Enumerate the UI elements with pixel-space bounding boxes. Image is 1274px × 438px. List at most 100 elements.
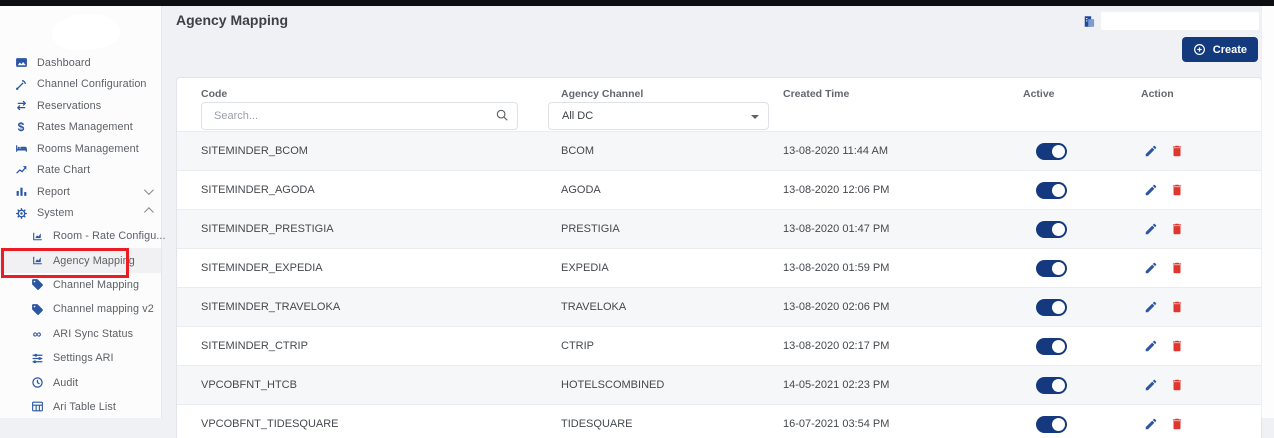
edit-icon[interactable] <box>1143 144 1158 159</box>
column-header-active: Active <box>1023 88 1055 100</box>
edit-icon[interactable] <box>1143 183 1158 198</box>
sidebar-item-channel-configuration[interactable]: Channel Configuration <box>0 74 161 96</box>
sidebar-item-agency-mapping[interactable]: Agency Mapping <box>0 248 161 273</box>
sidebar-item-report[interactable]: Report <box>0 181 161 203</box>
sidebar-item-label: Rates Management <box>37 121 133 134</box>
chart-icon <box>30 254 44 268</box>
sidebar-item-label: Dashboard <box>37 56 91 69</box>
table-row: VPCOBFNT_HTCB HOTELSCOMBINED 14-05-2021 … <box>177 365 1261 404</box>
toggle-knob <box>1052 300 1065 314</box>
sidebar-item-room-rate-configuration[interactable]: Room - Rate Configu... <box>0 224 166 248</box>
delete-icon[interactable] <box>1169 144 1184 159</box>
sidebar-item-channel-mapping[interactable]: Channel Mapping <box>0 273 161 297</box>
scrollbar-track[interactable] <box>1261 6 1274 418</box>
row-code: SITEMINDER_AGODA <box>201 184 315 196</box>
edit-icon[interactable] <box>1143 222 1158 237</box>
tag-icon <box>30 278 44 292</box>
reservations-icon <box>14 99 28 113</box>
sidebar-item-label: Rate Chart <box>37 164 91 177</box>
sidebar-item-rates-management[interactable]: $ Rates Management <box>0 117 161 139</box>
toggle-knob <box>1052 144 1065 158</box>
table-row: SITEMINDER_TRAVELOKA TRAVELOKA 13-08-202… <box>177 287 1261 326</box>
row-code: VPCOBFNT_HTCB <box>201 379 297 391</box>
sidebar-item-label: System <box>37 207 74 220</box>
delete-icon[interactable] <box>1169 222 1184 237</box>
sidebar-item-reservations[interactable]: Reservations <box>0 95 161 117</box>
app-logo-redacted <box>50 9 122 55</box>
sidebar-item-label: Reservations <box>37 99 102 112</box>
column-header-created-time: Created Time <box>783 88 850 100</box>
column-header-code: Code <box>201 88 228 100</box>
delete-icon[interactable] <box>1169 300 1184 315</box>
delete-icon[interactable] <box>1169 417 1184 432</box>
sidebar-item-label: ARI Sync Status <box>53 327 134 340</box>
chevron-up-icon <box>143 206 154 217</box>
row-channel: BCOM <box>561 145 594 157</box>
code-search-input[interactable] <box>201 102 518 130</box>
sidebar-item-label: Audit <box>53 376 79 389</box>
agency-mapping-table-card: Code Agency Channel Created Time Active … <box>176 77 1262 438</box>
table-body: SITEMINDER_BCOM BCOM 13-08-2020 11:44 AM… <box>177 131 1261 438</box>
row-channel: TIDESQUARE <box>561 418 633 430</box>
sidebar-item-label: Channel Mapping <box>53 278 140 291</box>
edit-icon[interactable] <box>1143 417 1158 432</box>
channel-filter-select[interactable]: All DC <box>548 102 769 130</box>
row-channel: PRESTIGIA <box>561 223 620 235</box>
sidebar-item-ari-sync-status[interactable]: ∞ ARI Sync Status <box>0 322 161 346</box>
rate-chart-icon <box>14 163 28 177</box>
property-name-redacted <box>1101 12 1259 30</box>
report-icon <box>14 185 28 199</box>
system-icon <box>14 206 28 220</box>
sidebar-item-label: Channel Configuration <box>37 78 147 91</box>
active-toggle[interactable] <box>1036 337 1067 355</box>
edit-icon[interactable] <box>1143 378 1158 393</box>
create-button[interactable]: Create <box>1181 37 1258 62</box>
row-created: 13-08-2020 01:47 PM <box>783 223 890 235</box>
sidebar-item-dashboard[interactable]: Dashboard <box>0 52 161 74</box>
sidebar-item-rooms-management[interactable]: Rooms Management <box>0 138 161 160</box>
sidebar-item-audit[interactable]: Audit <box>0 370 161 394</box>
sliders-icon <box>30 351 44 365</box>
table-filter-row: All DC <box>177 102 1261 131</box>
rates-management-icon: $ <box>17 120 25 135</box>
sidebar-item-label: Report <box>37 185 71 198</box>
dashboard-icon <box>14 56 28 70</box>
delete-icon[interactable] <box>1169 183 1184 198</box>
sidebar-item-system[interactable]: System <box>0 203 161 225</box>
active-toggle[interactable] <box>1036 181 1067 199</box>
sidebar-item-ari-table-list[interactable]: Ari Table List <box>0 395 161 419</box>
create-button-label: Create <box>1212 43 1247 56</box>
edit-icon[interactable] <box>1143 261 1158 276</box>
table-row: SITEMINDER_AGODA AGODA 13-08-2020 12:06 … <box>177 170 1261 209</box>
channel-configuration-icon <box>14 77 28 91</box>
rooms-management-icon <box>14 142 28 156</box>
row-channel: TRAVELOKA <box>561 301 627 313</box>
edit-icon[interactable] <box>1143 339 1158 354</box>
active-toggle[interactable] <box>1036 259 1067 277</box>
sidebar-item-label: Settings ARI <box>53 352 114 365</box>
row-code: SITEMINDER_PRESTIGIA <box>201 223 334 235</box>
active-toggle[interactable] <box>1036 415 1067 433</box>
delete-icon[interactable] <box>1169 339 1184 354</box>
row-code: VPCOBFNT_TIDESQUARE <box>201 418 339 430</box>
active-toggle[interactable] <box>1036 220 1067 238</box>
delete-icon[interactable] <box>1169 378 1184 393</box>
row-created: 16-07-2021 03:54 PM <box>783 418 890 430</box>
active-toggle[interactable] <box>1036 376 1067 394</box>
sidebar-item-channel-mapping-v2[interactable]: Channel mapping v2 <box>0 297 161 321</box>
page-title: Agency Mapping <box>176 12 289 28</box>
toggle-knob <box>1052 339 1065 353</box>
delete-icon[interactable] <box>1169 261 1184 276</box>
active-toggle[interactable] <box>1036 142 1067 160</box>
sidebar-item-label: Rooms Management <box>37 142 139 155</box>
table-row: VPCOBFNT_TIDESQUARE TIDESQUARE 16-07-202… <box>177 404 1261 438</box>
property-selector[interactable] <box>1083 11 1259 31</box>
chart-icon <box>30 229 44 243</box>
chevron-down-icon <box>143 185 154 196</box>
column-header-action: Action <box>1141 88 1174 100</box>
sidebar-item-settings-ari[interactable]: Settings ARI <box>0 346 161 370</box>
edit-icon[interactable] <box>1143 300 1158 315</box>
sidebar-item-rate-chart[interactable]: Rate Chart <box>0 160 161 182</box>
row-code: SITEMINDER_EXPEDIA <box>201 262 323 274</box>
active-toggle[interactable] <box>1036 298 1067 316</box>
